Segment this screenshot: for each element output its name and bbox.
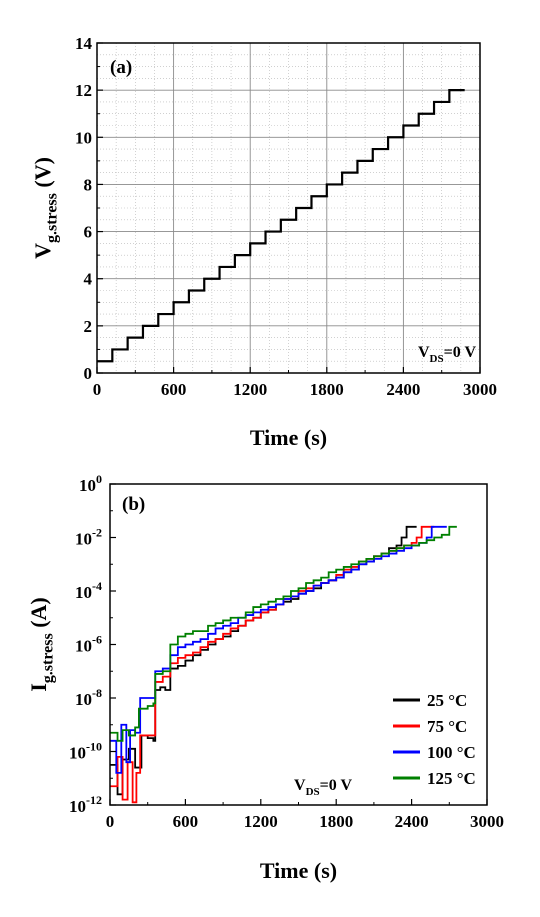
x-tick-label: 1200 <box>244 812 278 831</box>
vds-annotation: VDS=0 V <box>294 777 352 798</box>
y-tick-label: 2 <box>84 317 93 336</box>
y-tick-label: 10-12 <box>69 793 102 816</box>
vds-annotation: VDS=0 V <box>418 344 476 365</box>
y-axis-label: Vg.stress (V) <box>30 157 61 259</box>
y-tick-label: 10 <box>75 128 92 147</box>
panel-b: 0 600 1200 1800 2400 3000 100 10-2 10-4 10-6 10-8 1… <box>26 472 504 883</box>
legend-label-3: 125 °C <box>427 769 476 788</box>
x-axis-label: Time (s) <box>260 858 337 883</box>
legend-label-0: 25 °C <box>427 691 467 710</box>
x-tick-label: 2400 <box>386 380 420 399</box>
x-tick-label: 3000 <box>470 812 504 831</box>
y-tick-label: 10-2 <box>75 526 102 549</box>
panel-label: (a) <box>110 57 132 78</box>
x-tick-label: 2400 <box>395 812 429 831</box>
series-line-3 <box>110 525 457 742</box>
x-tick-label: 0 <box>93 380 102 399</box>
x-tick-label: 1800 <box>310 380 344 399</box>
y-tick-label: 100 <box>79 472 102 495</box>
y-tick-label: 6 <box>84 223 93 242</box>
y-tick-label: 4 <box>84 270 93 289</box>
legend-label-2: 100 °C <box>427 743 476 762</box>
y-tick-label: 10-6 <box>75 633 102 656</box>
y-tick-label: 12 <box>75 81 92 100</box>
y-tick-label: 10-4 <box>75 579 102 602</box>
x-tick-label: 1200 <box>233 380 267 399</box>
y-tick-label: 14 <box>75 34 93 53</box>
y-tick-label: 10-10 <box>69 740 102 763</box>
panel-a: 0 600 1200 1800 2400 3000 0 2 4 6 8 10 12 14 (a) Time (… <box>30 34 497 450</box>
y-axis-label: Ig.stress (A) <box>26 597 57 692</box>
series-line-0 <box>110 525 417 796</box>
y-tick-label: 10-8 <box>75 686 102 709</box>
y-tick-label: 8 <box>84 175 93 194</box>
x-tick-label: 1800 <box>319 812 353 831</box>
x-tick-label: 0 <box>106 812 115 831</box>
panel-label: (b) <box>122 494 145 515</box>
x-tick-label: 3000 <box>463 380 497 399</box>
x-tick-label: 600 <box>173 812 199 831</box>
x-axis-label: Time (s) <box>250 425 327 450</box>
series-line-vgstress <box>97 89 465 363</box>
series-line-1 <box>110 525 435 804</box>
series-line-2 <box>110 525 447 774</box>
x-tick-label: 600 <box>161 380 187 399</box>
legend-label-1: 75 °C <box>427 717 467 736</box>
y-tick-label: 0 <box>84 364 93 383</box>
